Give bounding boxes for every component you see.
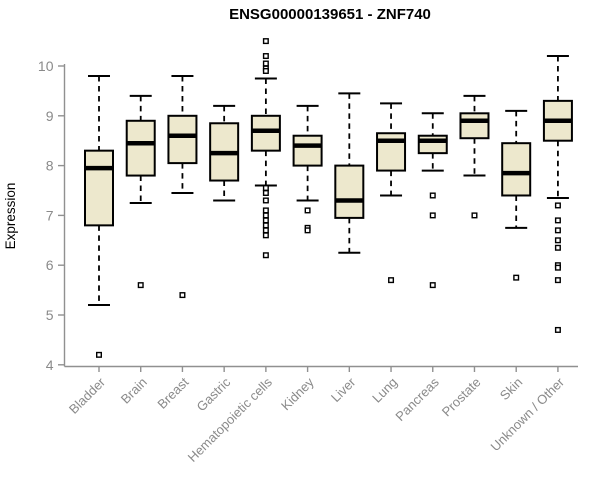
x-tick-label-prostate: Prostate xyxy=(439,375,484,420)
x-tick-label-bladder: Bladder xyxy=(66,374,109,417)
outlier-point xyxy=(388,277,395,284)
x-tick-label-pancreas: Pancreas xyxy=(392,374,442,424)
outlier-point xyxy=(262,217,269,224)
y-tick-label: 9 xyxy=(46,108,54,124)
outlier-point xyxy=(262,212,269,219)
y-tick-label: 6 xyxy=(46,257,54,273)
outlier-point xyxy=(429,212,436,219)
iqr-box xyxy=(250,114,281,152)
x-tick-label-kidney: Kidney xyxy=(278,374,317,413)
outlier-point xyxy=(554,277,561,284)
box-pancreas xyxy=(417,112,448,289)
outlier-point xyxy=(95,351,102,358)
outlier-point xyxy=(262,67,269,74)
box-breast xyxy=(167,74,198,299)
y-tick-label: 4 xyxy=(46,357,54,373)
outlier-point xyxy=(554,244,561,251)
outlier-point xyxy=(262,60,269,67)
outlier-point xyxy=(137,282,144,289)
outlier-point xyxy=(262,197,269,204)
iqr-box xyxy=(167,114,198,165)
outlier-point xyxy=(513,274,520,281)
outlier-point xyxy=(554,217,561,224)
outlier-point xyxy=(554,237,561,244)
outlier-point xyxy=(262,189,269,196)
outlier-point xyxy=(554,227,561,234)
box-bladder xyxy=(84,74,114,358)
y-tick-label: 5 xyxy=(46,307,54,323)
iqr-box xyxy=(84,149,114,227)
x-tick-label-breast: Breast xyxy=(154,374,191,411)
outlier-point xyxy=(179,292,186,299)
x-tick-label-unknown-other: Unknown / Other xyxy=(487,374,567,454)
x-tick-label-gastric: Gastric xyxy=(194,374,234,414)
x-tick-label-skin: Skin xyxy=(497,375,525,403)
outlier-point xyxy=(262,207,269,214)
iqr-box xyxy=(292,134,323,167)
box-liver xyxy=(334,92,365,254)
box-kidney xyxy=(292,104,323,234)
iqr-box xyxy=(501,142,532,197)
box-brain xyxy=(125,94,156,289)
iqr-box xyxy=(334,164,365,219)
outlier-point xyxy=(554,264,561,271)
y-axis-label: Expression xyxy=(3,183,18,250)
y-tick-label: 10 xyxy=(38,58,54,74)
outlier-point xyxy=(554,326,561,333)
x-tick-label-lung: Lung xyxy=(369,375,400,406)
outlier-point xyxy=(262,252,269,259)
iqr-box xyxy=(459,112,490,140)
box-hematopoietic-cells xyxy=(250,38,281,259)
outlier-point xyxy=(429,282,436,289)
outlier-point xyxy=(262,227,269,234)
chart-title: ENSG00000139651 - ZNF740 xyxy=(229,6,431,23)
box-gastric xyxy=(209,104,240,202)
iqr-box xyxy=(125,119,156,177)
outlier-point xyxy=(262,222,269,229)
outlier-point xyxy=(304,227,311,234)
outlier-point xyxy=(429,192,436,199)
x-tick-label-liver: Liver xyxy=(328,374,359,405)
box-prostate xyxy=(459,94,490,219)
outlier-point xyxy=(262,232,269,239)
box-unknown-other xyxy=(542,55,573,333)
y-tick-label: 8 xyxy=(46,158,54,174)
y-tick-label: 7 xyxy=(46,207,54,223)
iqr-box xyxy=(417,134,448,155)
outlier-point xyxy=(262,38,269,45)
outlier-point xyxy=(471,212,478,219)
box-lung xyxy=(376,102,407,284)
x-tick-label-brain: Brain xyxy=(118,375,150,407)
outlier-point xyxy=(304,207,311,214)
outlier-point xyxy=(554,202,561,209)
box-skin xyxy=(501,109,532,281)
outlier-point xyxy=(262,185,269,192)
boxes-layer xyxy=(84,38,573,358)
outlier-point xyxy=(262,53,269,60)
